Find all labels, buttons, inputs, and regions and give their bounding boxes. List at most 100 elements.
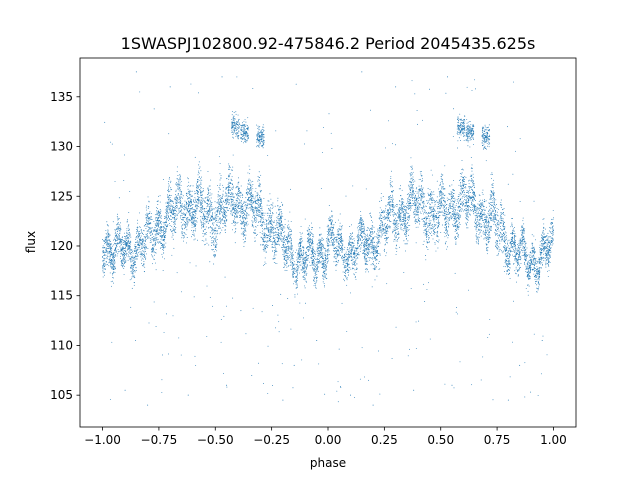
data-point: [479, 231, 481, 233]
data-point: [140, 237, 142, 238]
data-point: [259, 190, 261, 192]
data-point: [244, 241, 246, 243]
data-point: [143, 251, 145, 253]
data-point: [326, 262, 328, 264]
data-point: [265, 240, 267, 242]
data-point: [215, 249, 217, 250]
data-point: [514, 256, 516, 258]
data-point: [353, 273, 355, 275]
data-point: [214, 212, 216, 214]
data-point: [249, 199, 251, 201]
data-point: [450, 211, 452, 213]
data-point: [157, 200, 159, 202]
data-point: [531, 242, 533, 244]
data-point: [454, 236, 456, 237]
data-point: [356, 253, 358, 254]
data-point: [341, 257, 343, 259]
data-point: [331, 216, 333, 218]
data-point: [103, 272, 105, 274]
data-point: [212, 232, 214, 234]
data-point: [462, 200, 464, 202]
data-point: [180, 184, 182, 186]
data-point: [287, 253, 289, 254]
data-point: [422, 189, 423, 191]
data-point: [382, 229, 384, 231]
data-point: [138, 233, 140, 235]
data-point: [337, 245, 339, 247]
data-point: [219, 218, 221, 220]
data-point: [327, 226, 329, 228]
data-point: [500, 226, 502, 227]
data-point: [167, 187, 169, 189]
data-point: [261, 190, 262, 192]
data-point: [466, 227, 468, 229]
data-point: [380, 230, 382, 232]
data-point: [415, 207, 417, 209]
data-point: [259, 197, 261, 198]
data-points: [102, 71, 554, 406]
data-point: [529, 275, 530, 276]
data-point: [116, 245, 118, 247]
data-point: [204, 201, 206, 203]
data-point: [475, 211, 477, 213]
data-point: [253, 207, 254, 209]
data-point: [411, 205, 413, 207]
data-point: [291, 248, 293, 250]
data-point: [503, 231, 505, 233]
data-point: [353, 267, 355, 269]
data-point: [322, 274, 324, 276]
data-point: [407, 216, 409, 218]
data-point: [494, 200, 496, 202]
data-point: [348, 237, 350, 239]
data-point: [300, 251, 302, 253]
data-point: [534, 258, 536, 260]
data-point: [409, 208, 410, 209]
data-point: [266, 234, 267, 236]
data-point: [348, 252, 349, 254]
data-point: [482, 203, 484, 205]
data-point: [363, 249, 365, 251]
data-point: [145, 225, 147, 227]
data-point: [225, 193, 227, 195]
data-point: [458, 198, 459, 200]
data-point: [168, 220, 169, 222]
data-point: [505, 249, 507, 251]
data-point: [552, 209, 554, 211]
data-point: [225, 191, 227, 193]
data-point: [245, 206, 247, 208]
data-point: [416, 187, 418, 189]
data-point: [405, 216, 407, 218]
data-point: [186, 225, 188, 227]
data-point: [291, 252, 293, 254]
data-point: [264, 261, 266, 263]
data-point: [129, 235, 131, 237]
data-point: [131, 276, 133, 278]
data-point: [117, 226, 119, 228]
data-point: [518, 242, 520, 244]
data-point: [124, 253, 126, 255]
data-point: [233, 210, 235, 211]
data-point: [261, 206, 263, 208]
data-point: [529, 275, 531, 277]
data-point: [176, 202, 177, 204]
data-point: [396, 236, 397, 238]
data-point: [114, 261, 116, 263]
data-point: [505, 252, 507, 254]
data-point: [128, 238, 130, 240]
data-point: [339, 213, 341, 215]
data-point: [209, 236, 211, 238]
data-point: [207, 191, 209, 193]
data-point: [140, 240, 142, 242]
data-point: [334, 258, 336, 260]
data-point: [401, 219, 403, 220]
data-point: [498, 209, 499, 210]
data-point: [432, 233, 434, 234]
data-point: [460, 173, 462, 175]
data-point: [471, 170, 473, 172]
data-point: [550, 223, 552, 225]
data-point: [418, 206, 420, 208]
data-point: [224, 230, 226, 231]
data-point: [125, 236, 127, 238]
data-point: [532, 262, 533, 264]
data-point: [461, 186, 463, 188]
